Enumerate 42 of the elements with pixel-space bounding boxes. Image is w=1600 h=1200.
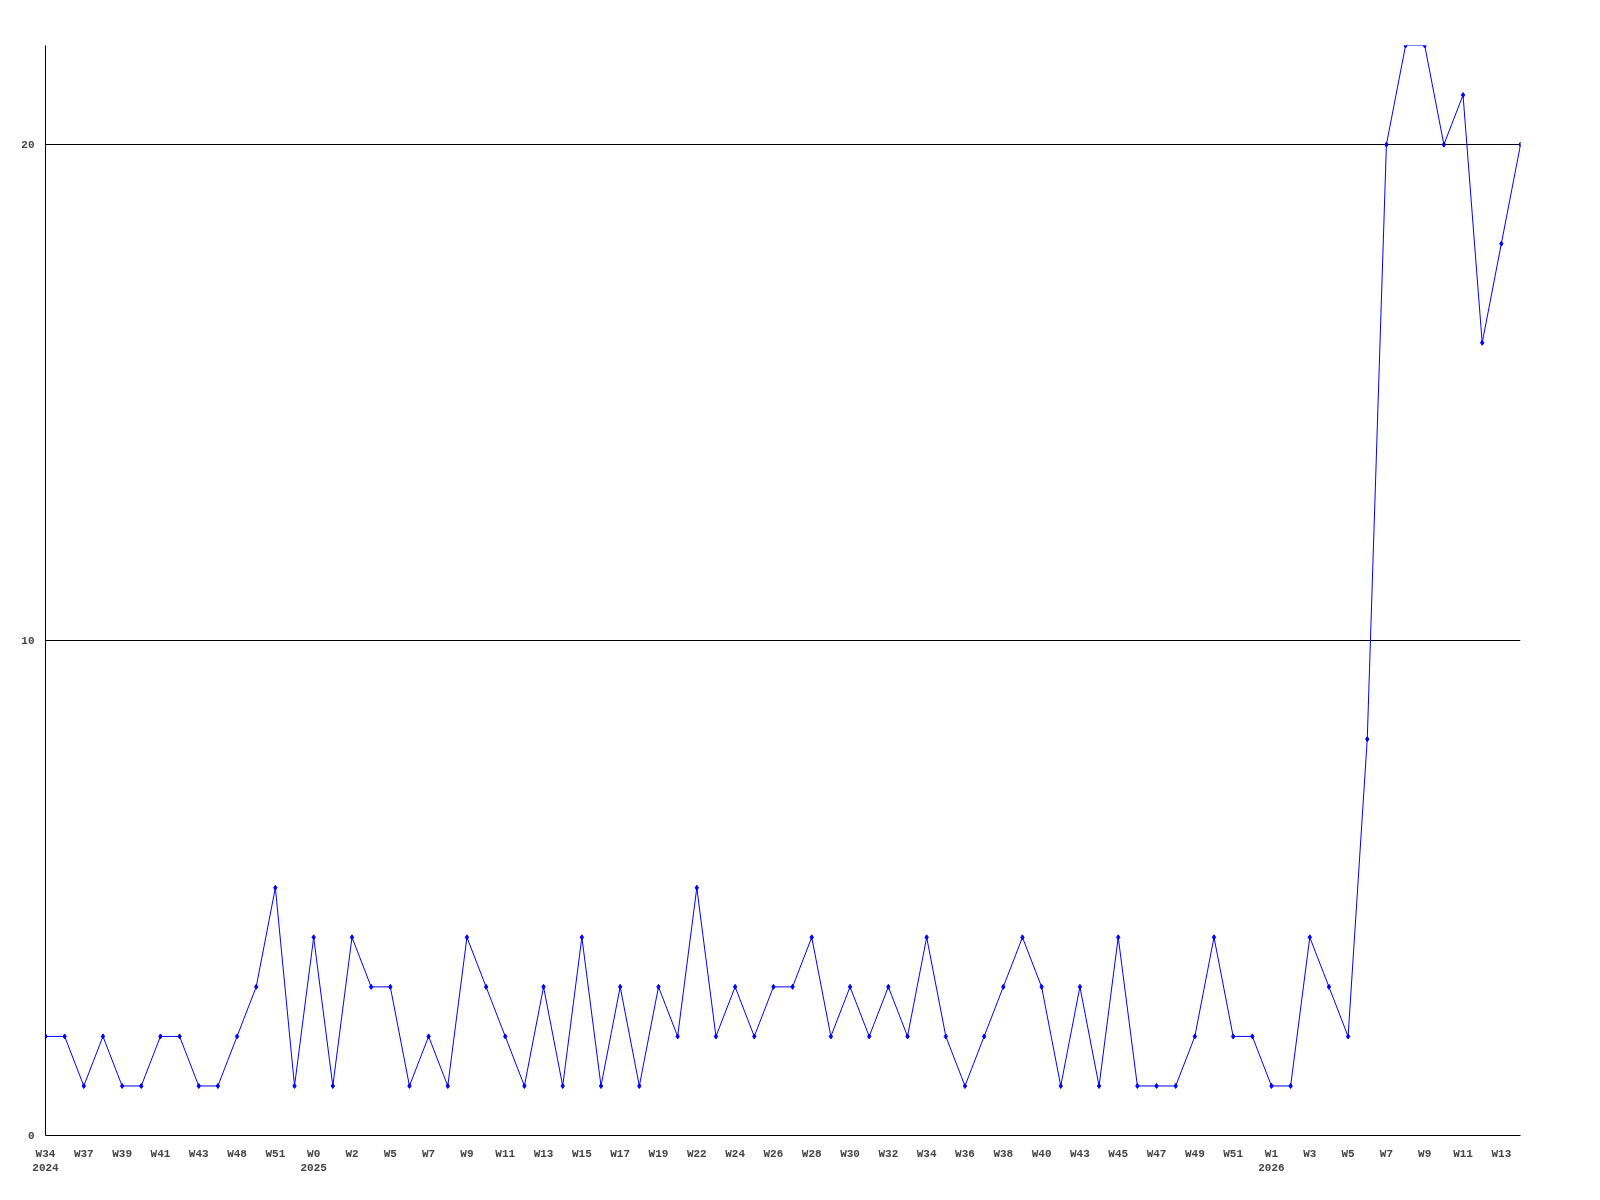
- x-tick-label: W51: [265, 1147, 286, 1160]
- x-tick-label: W5: [1341, 1147, 1356, 1160]
- x-tick-label: W39: [112, 1147, 133, 1160]
- x-tick-label: W26: [763, 1147, 784, 1160]
- x-tick-label: W7: [422, 1147, 436, 1160]
- x-tick-label: W9: [460, 1147, 474, 1160]
- x-tick-label: W15: [571, 1147, 593, 1160]
- x-tick-label: W19: [648, 1147, 669, 1160]
- x-tick-label: W40: [1031, 1147, 1052, 1160]
- x-tick-label: W22: [686, 1147, 707, 1160]
- x-tick-label: W11: [1453, 1147, 1474, 1160]
- x-tick-label: W48: [227, 1147, 248, 1160]
- x-tick-label: W30: [840, 1147, 860, 1160]
- x-tick-label: W37: [73, 1147, 94, 1160]
- x-tick-label: W24: [725, 1147, 746, 1160]
- x-tick-label: W9: [1418, 1147, 1432, 1160]
- x-tick-label: W1 2026: [1258, 1147, 1285, 1174]
- x-tick-label: W34: [916, 1147, 937, 1160]
- x-tick-label: W3: [1303, 1147, 1317, 1160]
- x-tick-label: W38: [993, 1147, 1014, 1160]
- y-tick-label: 10: [21, 634, 35, 647]
- x-tick-label: W28: [801, 1147, 823, 1160]
- x-tick-label: W0 2025: [300, 1147, 328, 1174]
- x-tick-label: W13: [1491, 1147, 1512, 1160]
- x-tick-label: W36: [955, 1147, 975, 1160]
- x-tick-label: W34 2024: [32, 1147, 60, 1174]
- x-tick-label: W5: [383, 1147, 398, 1160]
- x-tick-label: W43: [188, 1147, 210, 1160]
- x-tick-label: W2: [345, 1147, 359, 1160]
- y-tick-label: 20: [21, 139, 35, 152]
- x-tick-label: W7: [1379, 1147, 1394, 1160]
- x-tick-label: W51: [1223, 1147, 1244, 1160]
- x-tick-label: W41: [150, 1147, 171, 1160]
- x-tick-label: W13: [533, 1147, 554, 1160]
- x-tick-label: W43: [1070, 1147, 1091, 1160]
- x-tick-label: W45: [1108, 1147, 1129, 1160]
- y-tick-label: 0: [27, 1130, 35, 1142]
- x-tick-label: W49: [1184, 1147, 1205, 1160]
- x-tick-label: W11: [495, 1147, 516, 1160]
- x-tick-label: W17: [610, 1147, 631, 1160]
- x-tick-label: W32: [878, 1147, 899, 1160]
- x-tick-label: W47: [1146, 1147, 1167, 1160]
